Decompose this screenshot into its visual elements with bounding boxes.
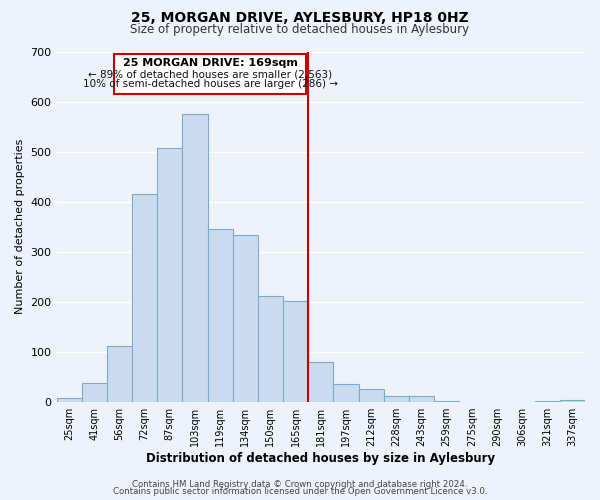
- Bar: [383, 396, 409, 402]
- Bar: [208, 230, 233, 402]
- Bar: [82, 383, 107, 402]
- Bar: [283, 302, 308, 402]
- Bar: [359, 389, 383, 402]
- Text: 25, MORGAN DRIVE, AYLESBURY, HP18 0HZ: 25, MORGAN DRIVE, AYLESBURY, HP18 0HZ: [131, 11, 469, 25]
- X-axis label: Distribution of detached houses by size in Aylesbury: Distribution of detached houses by size …: [146, 452, 496, 465]
- Bar: [56, 398, 82, 402]
- Bar: [560, 400, 585, 402]
- Bar: [535, 401, 560, 402]
- Text: ← 89% of detached houses are smaller (2,563): ← 89% of detached houses are smaller (2,…: [88, 69, 332, 79]
- Bar: [258, 296, 283, 402]
- Bar: [409, 396, 434, 402]
- Bar: [308, 362, 334, 402]
- Bar: [233, 236, 258, 402]
- Bar: [334, 384, 359, 402]
- Bar: [182, 114, 208, 402]
- Bar: [157, 148, 182, 402]
- Bar: [434, 401, 459, 402]
- Text: 25 MORGAN DRIVE: 169sqm: 25 MORGAN DRIVE: 169sqm: [122, 58, 298, 68]
- Text: Size of property relative to detached houses in Aylesbury: Size of property relative to detached ho…: [130, 22, 470, 36]
- FancyBboxPatch shape: [115, 54, 305, 94]
- Text: 10% of semi-detached houses are larger (286) →: 10% of semi-detached houses are larger (…: [83, 79, 338, 89]
- Text: Contains public sector information licensed under the Open Government Licence v3: Contains public sector information licen…: [113, 487, 487, 496]
- Bar: [107, 346, 132, 402]
- Text: Contains HM Land Registry data © Crown copyright and database right 2024.: Contains HM Land Registry data © Crown c…: [132, 480, 468, 489]
- Bar: [132, 194, 157, 402]
- Y-axis label: Number of detached properties: Number of detached properties: [15, 139, 25, 314]
